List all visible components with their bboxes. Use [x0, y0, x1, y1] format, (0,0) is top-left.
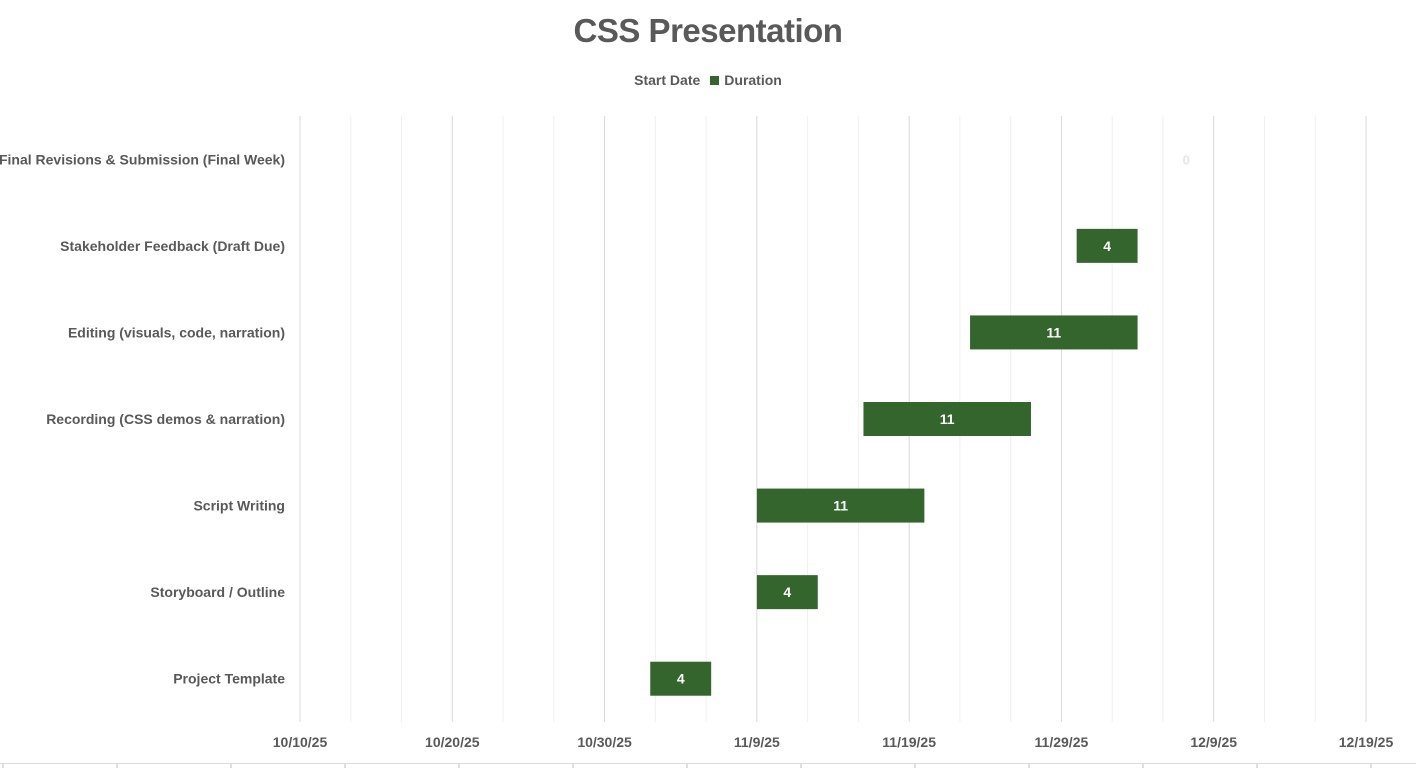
legend-item-start-date: Start Date — [634, 72, 700, 88]
duration-data-label: 11 — [1046, 324, 1061, 340]
legend-swatch-duration — [710, 75, 720, 85]
x-tick-label: 11/19/25 — [882, 734, 936, 750]
category-label: Editing (visuals, code, narration) — [68, 324, 285, 340]
category-label: Script Writing — [193, 498, 285, 514]
duration-data-label: 11 — [833, 498, 848, 514]
x-tick-label: 12/19/25 — [1339, 734, 1394, 750]
duration-data-label: 4 — [677, 671, 685, 687]
x-tick-label: 10/20/25 — [425, 734, 480, 750]
duration-bar — [756, 575, 818, 610]
category-label: Final Revisions & Submission (Final Week… — [0, 151, 285, 167]
category-label: Recording (CSS demos & narration) — [46, 411, 285, 427]
x-tick-label: 11/9/25 — [734, 734, 780, 750]
x-tick-label: 11/29/25 — [1035, 734, 1089, 750]
chart-title: CSS Presentation — [573, 12, 843, 49]
x-tick-label: 10/30/25 — [577, 734, 632, 750]
duration-bar — [863, 402, 1031, 436]
duration-bar — [1076, 228, 1138, 263]
duration-bar — [970, 315, 1138, 350]
duration-bar — [756, 488, 925, 523]
duration-data-label: 4 — [1103, 238, 1111, 254]
legend-label-duration: Duration — [724, 72, 782, 88]
category-label: Storyboard / Outline — [150, 584, 285, 600]
duration-data-label: 4 — [783, 584, 791, 600]
duration-bar — [650, 661, 712, 696]
legend-item-duration: Duration — [710, 72, 782, 88]
legend: Start Date Duration — [0, 72, 1416, 88]
x-tick-label: 12/9/25 — [1190, 734, 1237, 750]
duration-data-label: 0 — [1183, 152, 1190, 167]
category-label: Project Template — [173, 671, 285, 687]
legend-label-start-date: Start Date — [634, 72, 701, 88]
category-label: Stakeholder Feedback (Draft Due) — [60, 238, 285, 254]
x-tick-label: 10/10/25 — [273, 734, 328, 750]
duration-data-label: 11 — [940, 411, 955, 427]
